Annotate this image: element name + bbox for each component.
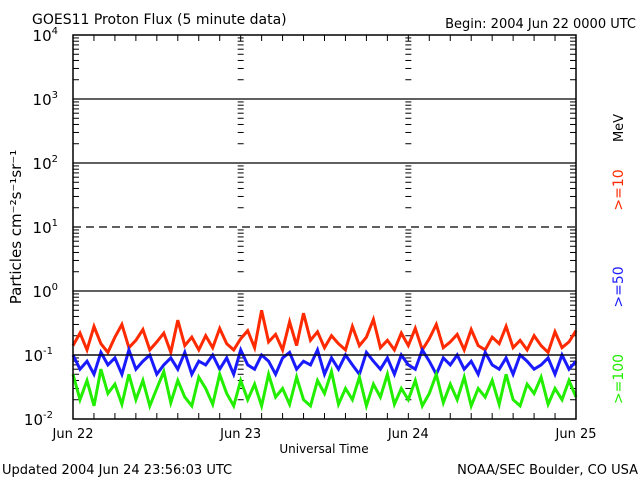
- x-tick-labels: Jun 22 Jun 23 Jun 24 Jun 25: [52, 427, 597, 442]
- y-tick-label: 101: [33, 218, 58, 237]
- legend-ge10: >=10: [611, 169, 627, 210]
- x-tick-label: Jun 22: [52, 427, 94, 442]
- begin-label: Begin: 2004 Jun 22 0000 UTC: [445, 17, 636, 32]
- chart-title: GOES11 Proton Flux (5 minute data): [32, 12, 287, 28]
- x-axis-label: Universal Time: [279, 442, 368, 456]
- y-tick-label: 10-2: [24, 410, 53, 429]
- legend-ge50: >=50: [611, 266, 627, 307]
- y-tick-label: 103: [33, 90, 58, 109]
- x-tick-label: Jun 25: [555, 427, 597, 442]
- plot-frame: [72, 34, 577, 420]
- y-tick-label: 10-1: [24, 346, 53, 365]
- unit-label: MeV: [612, 114, 627, 142]
- y-tick-label: 100: [33, 282, 58, 301]
- y-tick-label: 102: [33, 154, 58, 173]
- y-axis-label: Particles cm⁻²s⁻¹sr⁻¹: [7, 150, 25, 304]
- y-tick-label: 104: [33, 26, 58, 45]
- x-tick-label: Jun 23: [219, 427, 261, 442]
- series-line-ge100: [71, 365, 578, 412]
- grid: [73, 35, 576, 419]
- series-line-ge50: [71, 345, 578, 379]
- x-tick-label: Jun 24: [387, 427, 429, 442]
- updated-timestamp: Updated 2004 Jun 24 23:56:03 UTC: [2, 463, 232, 478]
- y-tick-labels: 104 103 102 101 100 10-1 10-2: [24, 26, 58, 429]
- series-line-ge10: [71, 309, 578, 358]
- source-label: NOAA/SEC Boulder, CO USA: [457, 463, 638, 478]
- legend-ge100: >=100: [611, 354, 627, 404]
- series-group: [71, 309, 578, 412]
